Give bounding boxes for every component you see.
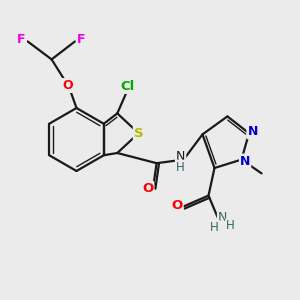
Text: S: S [134,127,143,140]
Text: H: H [176,160,185,174]
Text: N: N [248,125,258,138]
Text: O: O [142,182,153,195]
Text: F: F [17,33,26,46]
Text: O: O [171,199,183,212]
Text: N: N [218,211,227,224]
Text: O: O [62,79,73,92]
Text: H: H [226,219,235,232]
Text: N: N [240,154,250,168]
Text: H: H [210,220,219,234]
Text: F: F [77,33,85,46]
Text: N: N [176,149,185,163]
Text: Cl: Cl [120,80,135,93]
